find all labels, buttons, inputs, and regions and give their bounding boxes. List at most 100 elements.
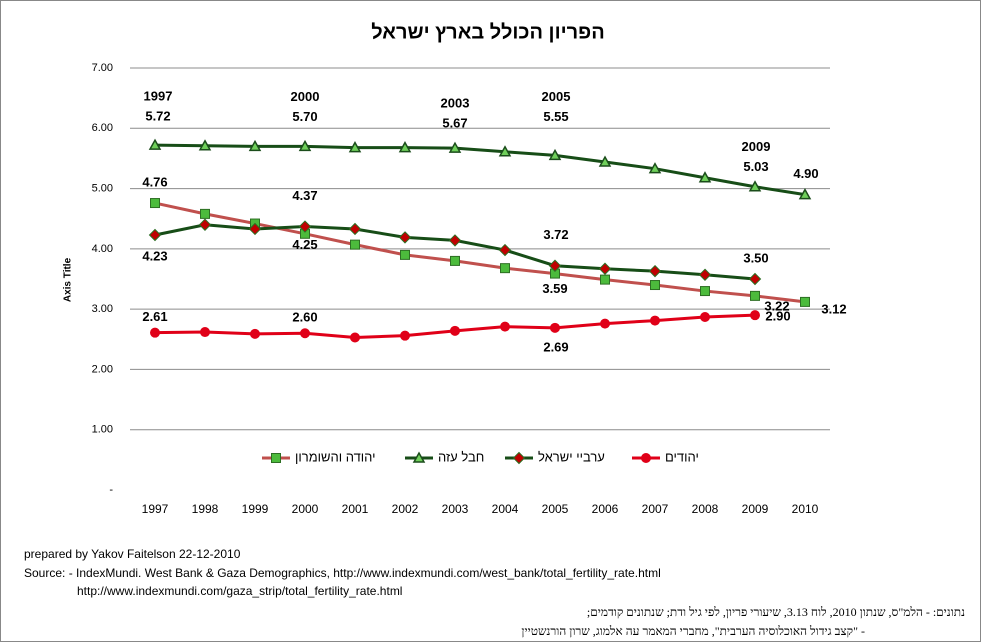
annotation: 1997: [144, 89, 173, 104]
x-tick-label: 2010: [792, 502, 819, 516]
marker: [798, 188, 812, 200]
value-label: 5.72: [145, 109, 170, 124]
y-tick-label: 4.00: [92, 243, 113, 255]
marker: [448, 141, 462, 153]
legend-label: ערביי ישראל: [538, 449, 605, 464]
legend-label: חבל עזה: [438, 449, 484, 464]
value-label: 4.76: [142, 174, 167, 189]
marker: [700, 286, 710, 297]
legend-item: חבל עזה: [405, 449, 484, 464]
marker: [150, 327, 160, 338]
x-tick-label: 2009: [742, 502, 769, 516]
marker: [150, 198, 160, 209]
x-tick-label: 2005: [542, 502, 569, 516]
x-tick-label: 2003: [442, 502, 469, 516]
value-label: 2.61: [142, 309, 167, 324]
x-tick-label: 1999: [242, 502, 269, 516]
value-label: 2.90: [765, 309, 790, 324]
marker: [750, 290, 760, 301]
legend-marker: [512, 451, 526, 465]
y-tick-label: 5.00: [92, 182, 113, 194]
legend-label: יהודים: [665, 449, 699, 464]
y-axis-title: Axis Title: [63, 257, 74, 302]
value-label: 4.37: [292, 188, 317, 203]
legend-marker: [641, 453, 651, 463]
value-label: 4.23: [142, 248, 167, 263]
y-tick-label: 3.00: [92, 303, 113, 315]
legend-item: ערביי ישראל: [505, 449, 605, 464]
legend-item: יהודים: [632, 449, 699, 464]
series-line: [154, 201, 806, 304]
marker: [498, 243, 512, 257]
source: http://www.indexmundi.com/gaza_strip/tot…: [77, 584, 402, 598]
marker: [600, 318, 610, 329]
marker: [698, 171, 712, 183]
marker: [648, 264, 662, 278]
y-tick-label: 2.00: [92, 363, 113, 375]
marker: [198, 218, 212, 231]
marker: [698, 268, 712, 281]
marker: [450, 325, 460, 336]
marker: [348, 141, 362, 153]
y-tick-label: -: [109, 484, 113, 496]
marker: [200, 208, 210, 219]
legend-marker: [271, 453, 281, 463]
value-label: 5.70: [292, 109, 317, 124]
x-tick-label: 1997: [142, 502, 169, 516]
x-tick-label: 2006: [592, 502, 619, 516]
marker: [448, 234, 462, 247]
marker: [398, 141, 412, 153]
marker: [650, 315, 660, 326]
marker: [600, 274, 610, 285]
marker: [748, 180, 762, 192]
y-tick-label: 1.00: [92, 424, 113, 436]
marker: [298, 139, 312, 152]
marker: [298, 220, 312, 233]
marker: [650, 280, 660, 291]
credit: prepared by Yakov Faitelson 22-12-2010: [24, 547, 241, 561]
value-label: 4.25: [292, 237, 317, 252]
marker: [348, 222, 362, 236]
marker: [400, 330, 410, 341]
marker: [200, 327, 210, 338]
x-tick-label: 2000: [292, 502, 319, 516]
legend-label: יהודה והשומרון: [295, 449, 376, 464]
value-label: 5.03: [743, 159, 768, 174]
value-label: 4.90: [793, 166, 818, 181]
note: - "קצב גידול האוכלוסיה הערבית", מחברי המ…: [521, 624, 865, 638]
marker: [148, 138, 162, 150]
x-tick-label: 2007: [642, 502, 669, 516]
chart-title: הפריון הכולל בארץ ישראל: [371, 21, 604, 43]
marker: [350, 239, 360, 250]
legend-item: יהודה והשומרון: [262, 449, 376, 464]
value-label: 2.60: [292, 310, 317, 325]
marker: [598, 155, 612, 167]
marker: [350, 332, 360, 343]
marker: [598, 262, 612, 275]
x-tick-label: 2002: [392, 502, 419, 516]
marker: [398, 231, 412, 244]
value-label: 2.69: [543, 339, 568, 354]
value-label: 3.50: [743, 250, 768, 265]
value-label: 3.72: [543, 227, 568, 242]
marker: [198, 139, 212, 151]
marker: [248, 222, 262, 236]
y-tick-label: 6.00: [92, 122, 113, 134]
marker: [548, 259, 562, 272]
marker: [748, 272, 762, 286]
series-line: [154, 143, 806, 197]
marker: [500, 321, 510, 332]
value-label: 3.59: [542, 281, 567, 296]
x-tick-label: 2004: [492, 502, 519, 516]
annotation: 2003: [441, 96, 470, 111]
marker: [450, 255, 460, 266]
x-tick-label: 2008: [692, 502, 719, 516]
marker: [300, 328, 310, 339]
value-label: 3.22: [764, 298, 789, 313]
y-tick-label: 7.00: [92, 62, 113, 74]
marker: [498, 145, 512, 157]
annotation: 2000: [291, 89, 320, 104]
